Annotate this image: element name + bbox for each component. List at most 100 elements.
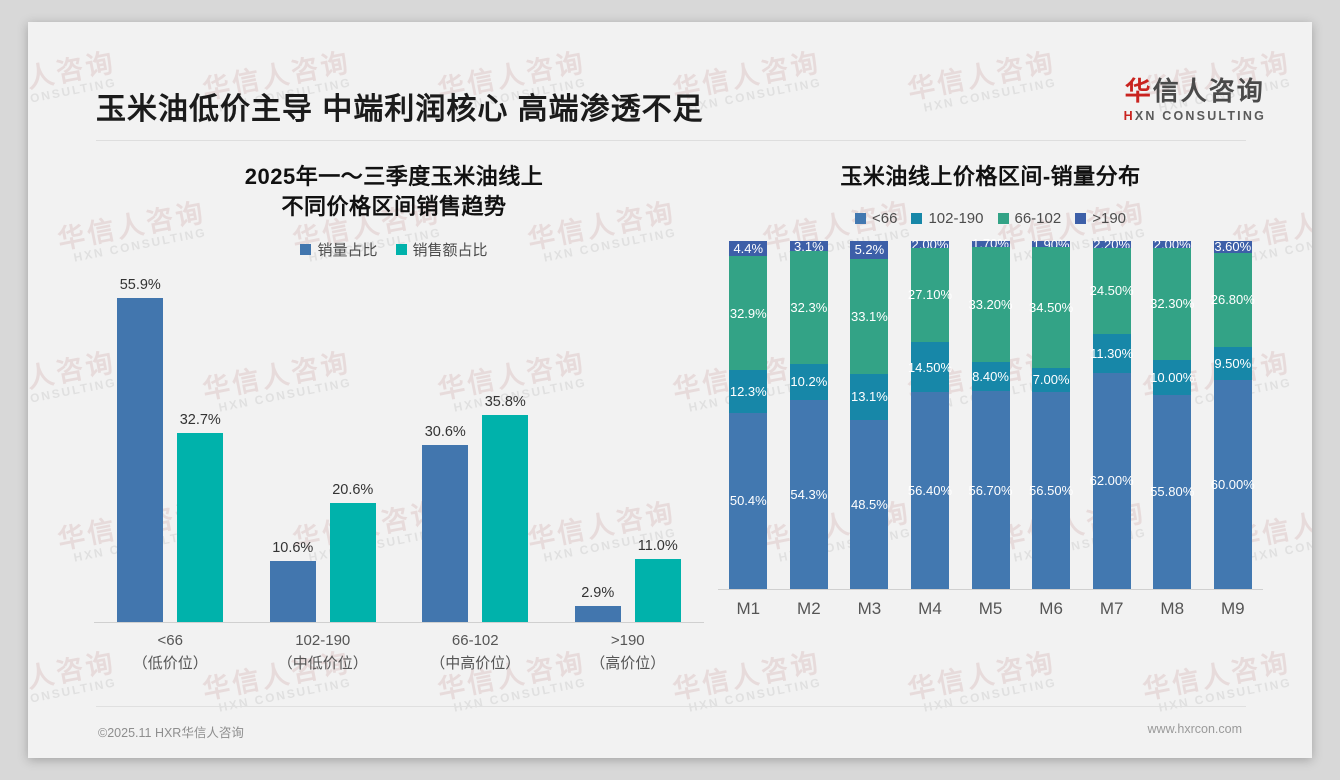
bar[interactable]: 30.6%	[422, 424, 469, 623]
legend-item[interactable]: 66-102	[997, 210, 1061, 227]
bar-value-label: 10.6%	[272, 539, 314, 556]
stacked-bar-segment[interactable]: 34.50%	[1029, 247, 1073, 368]
stacked-bar-column: 2.20% 24.50% 11.30% 62.00%	[1081, 237, 1142, 589]
stacked-bar-segment[interactable]: 33.20%	[968, 246, 1013, 363]
stacked-bar[interactable]: 2.20% 24.50% 11.30% 62.00%	[1090, 237, 1134, 589]
segment-value-label: 3.1%	[794, 238, 824, 254]
stacked-bar[interactable]: 3.1% 32.3% 10.2% 54.3%	[789, 239, 828, 589]
segment-value-label: 56.40%	[907, 483, 953, 499]
bar[interactable]: 32.7%	[177, 412, 224, 623]
legend-item[interactable]: 销量占比	[300, 239, 378, 260]
segment-value-label: 34.50%	[1029, 299, 1074, 315]
segment-value-label: 62.00%	[1089, 473, 1134, 489]
stacked-bar-segment[interactable]: 4.4%	[729, 240, 768, 256]
left-chart-x-tick-labels: <66 （低价位） 102-190 （中低价位） 66-102 （中高价位） >190 （高价…	[94, 630, 704, 675]
x-tick-label: M6	[1039, 598, 1063, 618]
left-chart-title-line2: 不同价格区间销售趋势	[281, 193, 507, 219]
legend-swatch-icon	[997, 212, 1009, 224]
stacked-bar[interactable]: 1.70% 33.20% 8.40% 56.70%	[968, 236, 1013, 589]
stacked-bar-column: 3.1% 32.3% 10.2% 54.3%	[779, 239, 840, 589]
segment-value-label: 55.80%	[1150, 484, 1195, 500]
bar-group: 30.6% 35.8%	[399, 274, 552, 623]
legend-label: <66	[871, 209, 898, 227]
x-tick-label: M2	[797, 598, 821, 618]
segment-value-label: 27.10%	[907, 287, 953, 303]
legend-label: 销量占比	[317, 242, 378, 260]
stacked-bar-segment[interactable]: 14.50%	[908, 341, 952, 393]
bar-value-label: 55.9%	[119, 277, 161, 294]
segment-value-label: 11.30%	[1090, 345, 1134, 361]
bar[interactable]: 10.6%	[269, 540, 316, 623]
x-tick-label: M1	[736, 598, 761, 618]
stacked-bar-segment[interactable]: 13.1%	[850, 374, 889, 420]
stacked-bar-segment[interactable]: 12.3%	[729, 370, 768, 414]
segment-value-label: 48.5%	[850, 496, 888, 512]
legend-swatch-icon	[300, 244, 312, 256]
x-tick-secondary: （中高价位）	[430, 654, 521, 672]
bar[interactable]: 55.9%	[117, 277, 164, 623]
stacked-bar-segment[interactable]: 56.40%	[908, 392, 952, 589]
stacked-bar-segment[interactable]: 10.00%	[1150, 359, 1194, 395]
stacked-bar[interactable]: 1.90% 34.50% 7.00% 56.50%	[1029, 237, 1073, 589]
segment-value-label: 33.1%	[850, 308, 888, 324]
stacked-bar-segment[interactable]: 24.50%	[1090, 248, 1134, 334]
stacked-bar-segment[interactable]: 26.80%	[1211, 253, 1255, 347]
stacked-bar-segment[interactable]: 32.9%	[729, 256, 768, 371]
bar[interactable]: 11.0%	[634, 538, 681, 623]
stacked-bar[interactable]: 2.00% 32.30% 10.00% 55.80%	[1150, 237, 1194, 589]
stacked-bar-segment[interactable]: 8.40%	[971, 362, 1010, 392]
stacked-bar-segment[interactable]: 3.1%	[789, 239, 828, 254]
stacked-bar-segment[interactable]: 7.00%	[1032, 367, 1071, 392]
bar[interactable]: 2.9%	[574, 585, 621, 623]
footer-divider	[96, 706, 1246, 707]
bar-fill	[177, 432, 224, 623]
legend-item[interactable]: >190	[1075, 210, 1126, 227]
stacked-bar-segment[interactable]: 1.90%	[1032, 237, 1071, 252]
stacked-bar-segment[interactable]: 54.3%	[789, 399, 828, 589]
stacked-bar[interactable]: 3.60% 26.80% 9.50% 60.00%	[1211, 239, 1255, 589]
segment-value-label: 32.30%	[1150, 296, 1195, 312]
stacked-bar-segment[interactable]: 56.70%	[968, 391, 1013, 589]
stacked-bar-segment[interactable]: 27.10%	[908, 247, 952, 342]
stacked-bar-segment[interactable]: 32.3%	[789, 251, 828, 364]
stacked-bar-segment[interactable]: 3.60%	[1213, 239, 1252, 254]
stacked-bar-segment[interactable]: 50.4%	[729, 413, 768, 589]
segment-value-label: 4.4%	[733, 240, 764, 256]
bar[interactable]: 35.8%	[482, 394, 529, 623]
x-tick-label: >190 （高价位）	[552, 630, 705, 675]
stacked-bar-segment[interactable]: 5.2%	[850, 240, 889, 259]
stacked-bar-segment[interactable]: 56.50%	[1029, 391, 1073, 589]
stacked-bar-segment[interactable]: 2.00%	[910, 237, 949, 252]
stacked-bar[interactable]: 2.00% 27.10% 14.50% 56.40%	[908, 237, 952, 589]
stacked-bar-segment[interactable]: 60.00%	[1211, 379, 1255, 589]
logo-en: HXN CONSULTING	[1124, 109, 1266, 123]
right-chart-x-tick-labels: M1 M2 M3 M4 M5 M6 M7 M8 M9	[718, 599, 1263, 619]
legend-item[interactable]: 销售额占比	[395, 239, 488, 260]
stacked-bar[interactable]: 5.2% 33.1% 13.1% 48.5%	[850, 240, 889, 589]
legend-item[interactable]: 102-190	[911, 210, 984, 227]
bar-value-label: 30.6%	[424, 423, 466, 440]
x-tick-primary: 102-190	[295, 632, 351, 650]
x-tick-label: M8	[1160, 598, 1185, 618]
stacked-bar-segment[interactable]: 2.20%	[1092, 237, 1131, 252]
legend-item[interactable]: <66	[854, 209, 898, 227]
segment-value-label: 9.50%	[1214, 355, 1252, 371]
grouped-bar-chart: 55.9% 32.7% 10.6% 20.6% 30.6% 35.8% 2.9% 11.0% …	[84, 274, 704, 672]
stacked-bar-segment[interactable]: 33.1%	[850, 258, 889, 375]
stacked-bar-segment[interactable]: 48.5%	[850, 419, 889, 589]
stacked-bar-segment[interactable]: 2.00%	[1153, 237, 1192, 252]
stacked-bar-segment[interactable]: 55.80%	[1150, 394, 1194, 589]
stacked-bar-segment[interactable]: 11.30%	[1090, 333, 1133, 373]
segment-value-label: 5.2%	[854, 242, 885, 258]
footer-website: www.hxrcon.com	[1147, 722, 1242, 736]
stacked-bar[interactable]: 4.4% 32.9% 12.3% 50.4%	[729, 240, 768, 589]
stacked-bar-segment[interactable]: 10.2%	[789, 364, 828, 400]
segment-value-label: 10.00%	[1150, 369, 1195, 385]
bar-fill	[422, 444, 469, 623]
segment-value-label: 24.50%	[1089, 283, 1134, 299]
stacked-bar-segment[interactable]: 32.30%	[1150, 247, 1194, 360]
stacked-bar-segment[interactable]: 9.50%	[1213, 346, 1252, 380]
x-tick-label: M5	[978, 598, 1003, 618]
bar[interactable]: 20.6%	[329, 482, 376, 623]
stacked-bar-segment[interactable]: 62.00%	[1090, 372, 1134, 589]
